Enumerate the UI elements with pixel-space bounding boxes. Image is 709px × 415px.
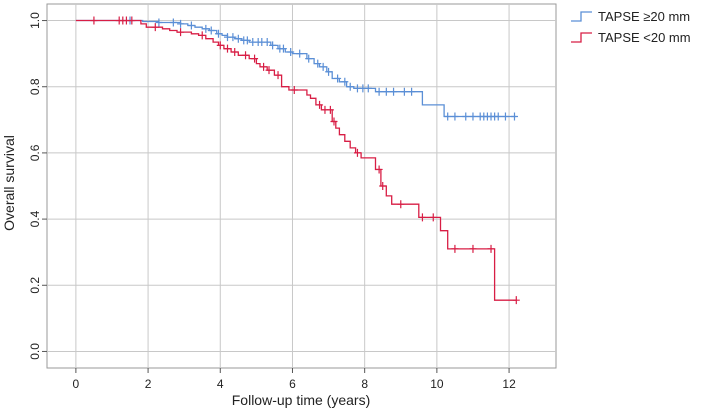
censor-mark xyxy=(469,112,477,121)
censor-mark xyxy=(330,117,338,126)
censor-mark xyxy=(408,87,416,96)
censor-mark xyxy=(494,112,502,121)
censor-mark xyxy=(451,112,459,121)
censor-mark xyxy=(429,213,437,222)
series-tapse-ge20 xyxy=(75,16,518,121)
censor-mark xyxy=(379,182,387,190)
censor-mark xyxy=(487,244,495,253)
censor-mark xyxy=(274,71,282,80)
censor-mark xyxy=(501,112,509,121)
censor-mark xyxy=(390,87,398,96)
axes: Follow-up time (years) Overall survival … xyxy=(1,12,516,408)
y-axis-title: Overall survival xyxy=(1,135,17,231)
survival-step-line xyxy=(75,19,517,301)
censor-mark xyxy=(169,18,177,27)
censor-mark xyxy=(334,74,342,83)
censor-mark xyxy=(155,18,163,27)
censor-mark xyxy=(375,87,383,96)
censor-mark xyxy=(90,16,98,25)
censor-mark xyxy=(151,23,159,32)
censor-mark xyxy=(279,44,287,53)
censor-mark xyxy=(364,84,372,93)
x-tick-label: 12 xyxy=(502,377,516,391)
censor-mark xyxy=(265,66,273,75)
censor-mark xyxy=(400,87,408,96)
x-axis-title: Follow-up time (years) xyxy=(232,392,370,408)
censor-mark xyxy=(353,148,361,157)
censor-mark xyxy=(451,244,459,253)
legend-step-symbol xyxy=(571,11,592,22)
x-tick-label: 2 xyxy=(145,377,152,391)
censor-mark xyxy=(234,34,242,43)
censor-mark xyxy=(462,112,470,121)
censor-mark xyxy=(216,41,224,50)
censor-mark xyxy=(305,54,313,63)
censor-mark xyxy=(325,67,333,76)
censor-mark xyxy=(397,200,405,209)
censor-mark xyxy=(202,24,210,33)
plot-border xyxy=(46,3,557,369)
censor-mark xyxy=(177,19,185,28)
y-tick-label: 0.6 xyxy=(28,144,42,161)
y-tick-label: 0.2 xyxy=(28,277,42,294)
censor-mark xyxy=(510,112,518,121)
grid-lines xyxy=(47,4,556,368)
censor-mark xyxy=(251,54,259,63)
legend-item: TAPSE <20 mm xyxy=(571,30,691,45)
censor-mark xyxy=(290,86,298,95)
legend: TAPSE ≥20 mm TAPSE <20 mm xyxy=(571,9,691,45)
censor-mark xyxy=(296,49,304,58)
series-tapse-lt20 xyxy=(75,16,520,305)
censor-mark xyxy=(444,112,452,121)
censor-mark xyxy=(326,105,334,114)
censor-mark xyxy=(243,36,251,45)
survival-step-line xyxy=(75,19,517,118)
legend-step-symbol xyxy=(571,32,592,43)
y-tick-label: 1.0 xyxy=(28,12,42,29)
x-tick-label: 0 xyxy=(73,377,80,391)
survival-curves xyxy=(75,16,520,305)
censor-mark xyxy=(263,38,271,47)
censor-mark xyxy=(198,31,206,40)
censor-mark xyxy=(346,82,354,91)
censor-mark xyxy=(341,77,349,86)
legend-label: TAPSE <20 mm xyxy=(598,30,691,45)
censor-mark xyxy=(229,33,237,42)
censor-mark xyxy=(287,47,295,56)
legend-item: TAPSE ≥20 mm xyxy=(571,9,690,24)
censor-mark xyxy=(260,62,268,71)
y-tick-label: 0.0 xyxy=(28,343,42,360)
censor-mark xyxy=(375,165,383,174)
censor-mark xyxy=(314,59,322,68)
censor-mark xyxy=(512,296,520,305)
censor-mark xyxy=(177,28,185,37)
legend-label: TAPSE ≥20 mm xyxy=(598,9,690,24)
censor-mark xyxy=(319,62,327,71)
censor-mark xyxy=(269,41,277,50)
y-tick-label: 0.4 xyxy=(28,210,42,227)
censor-mark xyxy=(418,213,426,222)
censor-mark xyxy=(187,21,195,30)
censor-mark xyxy=(469,244,477,253)
censor-mark xyxy=(128,16,136,25)
censor-mark xyxy=(207,26,215,35)
censor-mark xyxy=(223,44,231,53)
x-tick-label: 6 xyxy=(289,377,296,391)
censor-mark xyxy=(231,47,239,56)
x-tick-label: 10 xyxy=(430,377,444,391)
censor-mark xyxy=(242,51,250,60)
x-tick-label: 8 xyxy=(361,377,368,391)
x-tick-label: 4 xyxy=(217,377,224,391)
censor-mark xyxy=(316,100,324,109)
censor-mark xyxy=(382,87,390,96)
y-tick-label: 0.8 xyxy=(28,78,42,95)
plot-area xyxy=(46,3,557,369)
censor-mark xyxy=(214,29,222,38)
